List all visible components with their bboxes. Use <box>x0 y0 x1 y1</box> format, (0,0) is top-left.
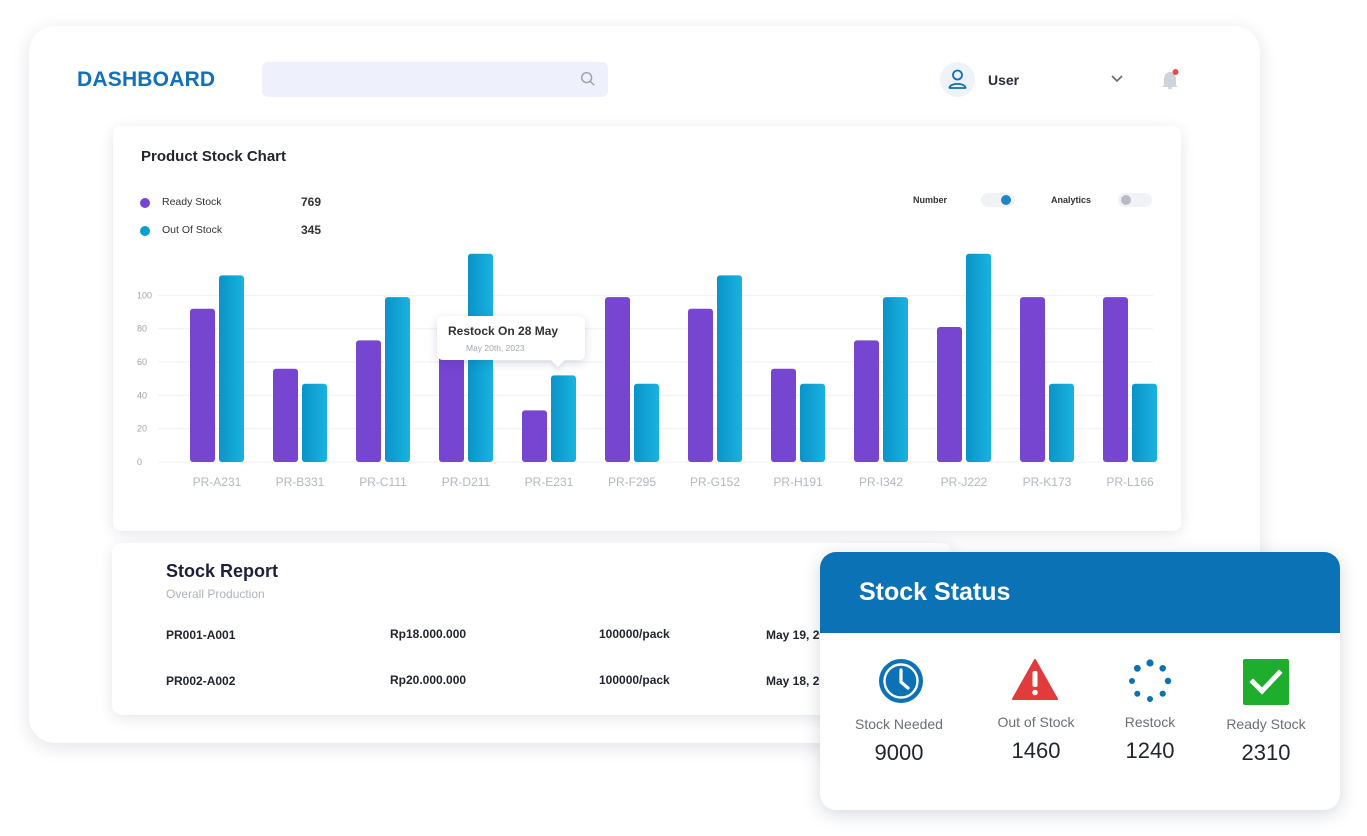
loading-icon <box>1129 659 1172 702</box>
x-tick-label: PR-B331 <box>276 475 325 489</box>
bar-out-of-stock <box>1049 383 1074 462</box>
bar-ready-stock <box>1020 297 1045 462</box>
y-tick-label: 20 <box>137 424 147 434</box>
stock-report-card <box>112 543 952 715</box>
stat-value: 2310 <box>1241 740 1291 765</box>
toggle-analytics-label: Analytics <box>1051 195 1092 205</box>
bar-ready-stock <box>688 308 713 462</box>
bar-ready-stock <box>439 345 464 462</box>
stat-restock[interactable]: Restock 1240 <box>1085 714 1215 764</box>
legend-out-of-stock-value: 345 <box>301 223 322 237</box>
bar-out-of-stock <box>966 253 991 462</box>
toggle-knob <box>1121 195 1131 205</box>
bar-ready-stock <box>1103 297 1128 462</box>
avatar[interactable] <box>940 62 975 97</box>
warning-icon <box>1012 659 1058 700</box>
dashboard-title: DASHBOARD <box>77 68 216 91</box>
stock-status-card: Stock Status Stock Needed 9000 Out of St… <box>820 552 1340 810</box>
stat-value: 9000 <box>874 740 924 765</box>
bar-ready-stock <box>854 340 879 462</box>
notification-bell-icon[interactable] <box>1160 68 1182 92</box>
legend-ready-stock-dot <box>140 198 150 208</box>
toggle-number[interactable] <box>981 193 1015 207</box>
user-icon <box>948 69 967 89</box>
product-price: Rp20.000.000 <box>390 673 467 687</box>
bar-out-of-stock <box>717 275 742 462</box>
bar-out-of-stock <box>1132 383 1157 462</box>
legend-ready-stock-label: Ready Stock <box>162 196 222 208</box>
clock-icon <box>879 659 923 703</box>
stat-label: Stock Needed <box>855 716 943 732</box>
product-quantity: 100000/pack <box>599 627 670 641</box>
bar-out-of-stock <box>302 383 327 462</box>
stat-value: 1240 <box>1125 738 1175 763</box>
product-price: Rp18.000.000 <box>390 627 467 641</box>
stat-stock-needed[interactable]: Stock Needed 9000 <box>834 716 964 766</box>
x-tick-label: PR-K173 <box>1023 475 1072 489</box>
bar-ready-stock <box>273 368 298 462</box>
status-title: Stock Status <box>859 578 1011 606</box>
stat-label: Out of Stock <box>997 714 1075 730</box>
legend-ready-stock-value: 769 <box>301 195 322 209</box>
product-code: PR002-A002 <box>166 674 236 688</box>
x-tick-label: PR-H191 <box>773 475 823 489</box>
status-header: Stock Status <box>820 552 1340 633</box>
bar-out-of-stock <box>883 297 908 462</box>
x-tick-label: PR-E231 <box>525 475 574 489</box>
toggle-knob <box>1001 195 1011 205</box>
bar-out-of-stock <box>385 297 410 462</box>
x-tick-label: PR-I342 <box>859 475 903 489</box>
bar-out-of-stock <box>551 375 576 462</box>
tooltip-title: Restock On 28 May <box>448 324 559 338</box>
product-date: May 18, 20 <box>766 674 827 688</box>
bar-chart: 0 20 40 60 80 100 PR-A231 PR-B331 PR-C111 PR-D211… <box>137 253 1157 489</box>
y-tick-label: 80 <box>137 324 147 334</box>
user-name[interactable]: User <box>988 72 1020 88</box>
x-tick-label: PR-A231 <box>193 475 242 489</box>
chevron-down-icon[interactable] <box>1110 74 1124 84</box>
toggle-number-label: Number <box>913 195 948 205</box>
check-icon <box>1243 659 1289 705</box>
bar-out-of-stock <box>219 275 244 462</box>
bar-out-of-stock <box>634 383 659 462</box>
toggle-analytics[interactable] <box>1118 193 1152 207</box>
search-icon[interactable] <box>579 70 597 88</box>
bar-ready-stock <box>356 340 381 462</box>
x-tick-label: PR-J222 <box>941 475 988 489</box>
x-tick-label: PR-D211 <box>442 475 491 489</box>
bar-out-of-stock <box>800 383 825 462</box>
search-input[interactable] <box>262 62 608 97</box>
product-code: PR001-A001 <box>166 628 236 642</box>
legend-out-of-stock-label: Out Of Stock <box>162 224 223 236</box>
y-tick-label: 60 <box>137 357 147 367</box>
x-tick-label: PR-G152 <box>690 475 740 489</box>
chart-title: Product Stock Chart <box>141 148 287 165</box>
x-tick-label: PR-F295 <box>608 475 656 489</box>
stat-value: 1460 <box>1011 738 1061 763</box>
legend-out-of-stock-dot <box>140 226 150 236</box>
stat-out-of-stock[interactable]: Out of Stock 1460 <box>971 714 1101 764</box>
bar-ready-stock <box>522 410 547 462</box>
report-subtitle: Overall Production <box>166 587 265 601</box>
report-title: Stock Report <box>166 561 279 581</box>
x-tick-label: PR-L166 <box>1106 475 1154 489</box>
bar-ready-stock <box>937 327 962 462</box>
product-date: May 19, 20 <box>766 628 827 642</box>
bar-ready-stock <box>605 297 630 462</box>
y-tick-label: 40 <box>137 390 147 400</box>
bar-ready-stock <box>771 368 796 462</box>
stat-label: Ready Stock <box>1226 716 1306 732</box>
bar-ready-stock <box>190 308 215 462</box>
y-tick-label: 100 <box>137 290 152 300</box>
y-tick-label: 0 <box>137 457 142 467</box>
stat-label: Restock <box>1124 714 1176 730</box>
stat-ready-stock[interactable]: Ready Stock 2310 <box>1201 716 1331 766</box>
x-tick-label: PR-C111 <box>359 475 407 489</box>
tooltip-date: May 20th, 2023 <box>466 343 525 353</box>
product-quantity: 100000/pack <box>599 673 670 687</box>
chart-tooltip: Restock On 28 May May 20th, 2023 <box>437 316 585 368</box>
